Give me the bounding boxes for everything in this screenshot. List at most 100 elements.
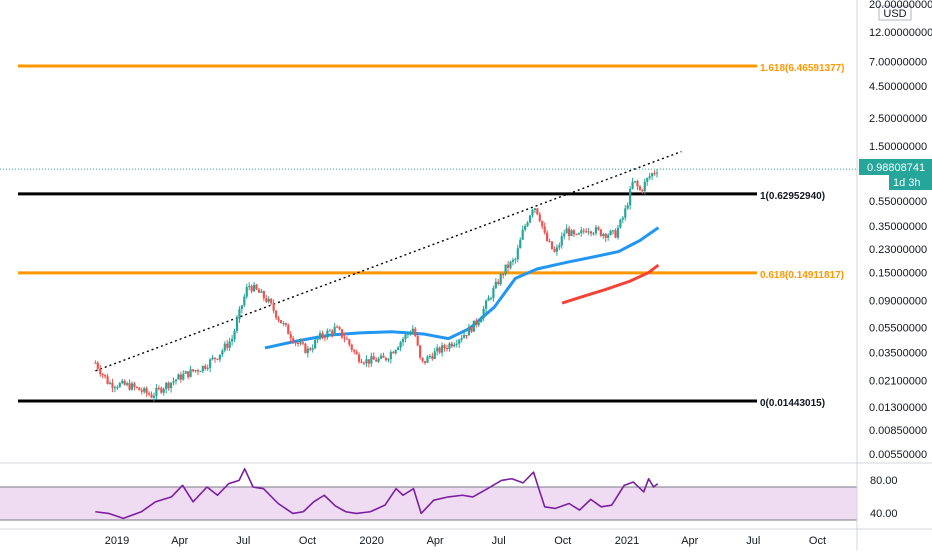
candle-body [506, 264, 510, 268]
candle-body [577, 233, 580, 235]
candle-body [528, 215, 532, 223]
candle-body [431, 356, 434, 359]
candle-body [292, 338, 295, 343]
candle-body [101, 374, 104, 376]
candle-body [326, 330, 329, 338]
candle-body [360, 361, 363, 363]
candle-body [365, 359, 368, 364]
candle-body [592, 233, 595, 235]
candle-body [421, 357, 424, 362]
candle-body [104, 374, 107, 377]
candle-body [587, 231, 590, 233]
fib-label-1: 1(0.62952940) [760, 191, 825, 202]
rsi-axis-label-40: 40.00 [870, 508, 898, 520]
candle-body [399, 342, 402, 348]
moving-average-red [561, 263, 660, 305]
candle-body [196, 370, 200, 372]
candle-body [353, 349, 356, 352]
candle-body [138, 387, 141, 391]
candle-body [602, 233, 605, 236]
currency-box [878, 5, 912, 21]
candle-body [96, 362, 99, 369]
candle-body [553, 249, 556, 252]
candle-body [199, 371, 202, 373]
candle-body [287, 325, 290, 335]
candle-body [296, 342, 300, 344]
candle-body [455, 343, 458, 345]
candle-body [638, 186, 642, 191]
candle-body [607, 234, 610, 238]
candle-body [401, 339, 405, 343]
candle-body [238, 308, 241, 320]
candle-body [277, 317, 280, 321]
candle-body [182, 373, 185, 380]
time-axis-label: 2020 [359, 535, 383, 547]
candle-body [116, 387, 119, 389]
candle-body [240, 305, 243, 309]
price-axis-label: 0.55000000 [869, 196, 927, 208]
candle-body [489, 298, 493, 300]
candle-body [419, 345, 422, 358]
candle-body [204, 365, 207, 369]
candle-body [487, 298, 490, 301]
candle-body [543, 226, 546, 233]
candle-body [248, 286, 251, 288]
price-axis-label: 4.50000000 [869, 81, 927, 93]
time-axis-labels: 2019 Apr Jul Oct 2020 Apr Jul Oct 2021 Apr Jul Oct [105, 535, 826, 547]
candle-body [191, 369, 195, 372]
time-axis-label: Jul [746, 535, 760, 547]
candle-body [160, 388, 163, 393]
candle-body [309, 348, 312, 350]
candle-body [209, 359, 212, 368]
fib-label-0: 0(0.01443015) [760, 398, 825, 409]
candle-body [384, 357, 388, 361]
candle-body [458, 339, 461, 344]
candle-body [648, 176, 651, 179]
candle-body [372, 356, 375, 360]
candle-body [416, 336, 419, 346]
candle-body [338, 327, 341, 330]
candle-body [558, 245, 561, 248]
candle-body [99, 368, 102, 375]
time-axis-label: Apr [681, 535, 698, 547]
currency-label: USD [883, 8, 906, 20]
candle-body [604, 233, 607, 238]
candle-body [619, 219, 622, 228]
candle-body [514, 259, 517, 261]
candle-body [394, 350, 397, 354]
candle-body [426, 356, 429, 363]
candle-body [357, 354, 361, 362]
candle-body [411, 328, 414, 334]
candle-body [255, 284, 258, 290]
candle-body [274, 310, 278, 318]
candle-body [594, 227, 598, 234]
time-axis-label: Jul [236, 535, 250, 547]
candle-body [641, 190, 644, 192]
candle-body [316, 338, 319, 340]
price-axis-label: 0.02100000 [869, 375, 927, 387]
price-axis-label: 0.00550000 [869, 449, 927, 461]
candle-body [521, 229, 524, 240]
candle-body [436, 347, 439, 352]
candle-body [113, 387, 117, 389]
fib-label-0618: 0.618(0.14911817) [760, 270, 844, 281]
candle-body [336, 326, 339, 328]
candle-body [314, 339, 317, 349]
candle-body [140, 390, 143, 392]
candle-body [377, 358, 380, 362]
candle-body [536, 208, 539, 215]
candle-body [189, 369, 192, 377]
candle-body [509, 261, 512, 268]
candle-body [406, 333, 410, 335]
trendline[interactable] [95, 150, 682, 372]
candle-body [524, 225, 527, 230]
candle-body [187, 371, 190, 377]
candle-body [333, 326, 336, 334]
candle-body [174, 379, 178, 382]
candle-body [282, 323, 285, 325]
price-axis-label: 1.50000000 [869, 141, 927, 153]
candle-body [150, 394, 153, 398]
price-axis-label: 12.00000000 [869, 27, 932, 39]
